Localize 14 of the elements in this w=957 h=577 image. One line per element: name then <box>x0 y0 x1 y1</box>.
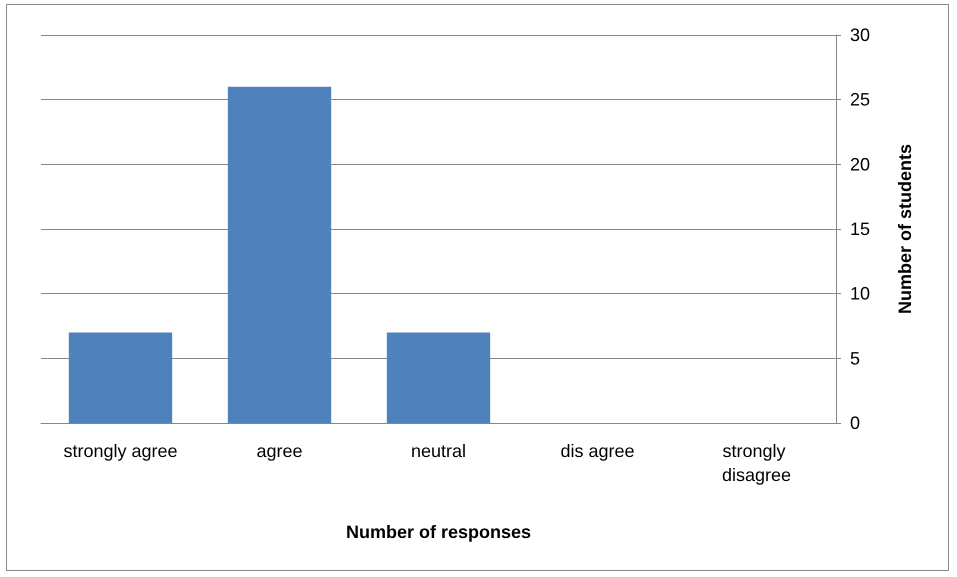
x-tick-label: neutral <box>410 441 466 461</box>
y-tick-label: 15 <box>850 219 870 239</box>
x-tick-label: agree <box>256 441 303 461</box>
x-axis-title: Number of responses <box>346 522 532 542</box>
x-tick-label: dis agree <box>560 441 635 461</box>
x-tick-label: strongly disagree <box>722 441 792 485</box>
y-axis-title: Number of students <box>895 144 915 314</box>
y-tick-label: 20 <box>850 154 870 174</box>
y-tick-label: 5 <box>850 348 860 368</box>
y-tick-label: 0 <box>850 413 860 433</box>
y-tick-label: 30 <box>850 25 870 45</box>
y-tick-label: 10 <box>850 284 870 304</box>
y-tick-label: 25 <box>850 90 870 110</box>
x-tick-label: strongly agree <box>63 441 178 461</box>
